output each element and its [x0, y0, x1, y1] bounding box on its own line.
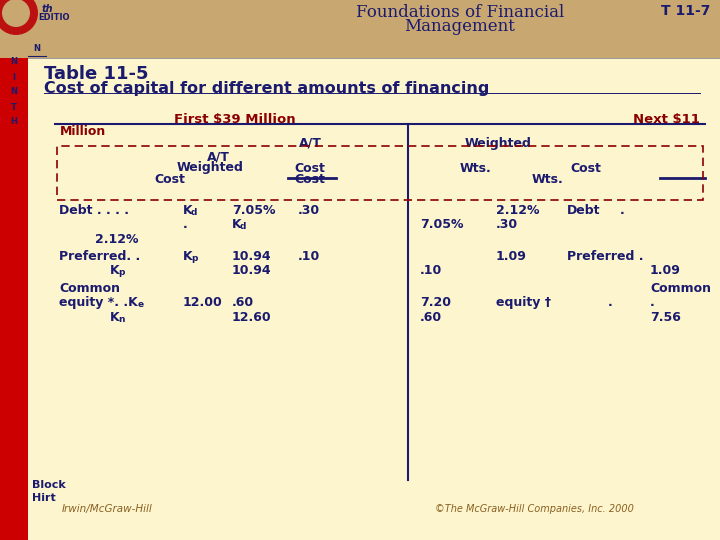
Text: d: d	[240, 222, 246, 231]
Text: 10.94: 10.94	[232, 250, 271, 263]
Bar	[0, 0, 720, 58]
Text: Weighted: Weighted	[465, 137, 532, 150]
Text: .30: .30	[298, 204, 320, 217]
Text: Wts.: Wts.	[460, 162, 492, 175]
Text: N: N	[11, 57, 17, 66]
Text: Debt: Debt	[567, 204, 600, 217]
Text: ©The McGraw-Hill Companies, Inc. 2000: ©The McGraw-Hill Companies, Inc. 2000	[435, 504, 634, 514]
Circle shape	[0, 0, 38, 35]
Text: Cost of capital for different amounts of financing: Cost of capital for different amounts of…	[44, 81, 490, 96]
Circle shape	[0, 0, 42, 39]
Text: Cost: Cost	[155, 173, 186, 186]
Text: 1.09: 1.09	[650, 264, 681, 277]
Text: .30: .30	[496, 218, 518, 231]
Text: I: I	[12, 72, 16, 82]
Text: T: T	[11, 103, 17, 111]
Text: T 11-7: T 11-7	[661, 4, 710, 18]
Text: .10: .10	[420, 264, 442, 277]
Text: EDITIO: EDITIO	[38, 13, 70, 22]
Text: .60: .60	[232, 296, 254, 309]
Text: 2.12%: 2.12%	[95, 233, 138, 246]
Text: A/T: A/T	[299, 137, 321, 150]
Text: Table 11-5: Table 11-5	[44, 65, 148, 83]
Text: 10.94: 10.94	[232, 264, 271, 277]
Text: p: p	[191, 254, 197, 263]
Text: Foundations of Financial: Foundations of Financial	[356, 4, 564, 21]
Text: .: .	[620, 204, 625, 217]
Text: equity †: equity †	[496, 296, 551, 309]
Text: First $39 Million: First $39 Million	[174, 113, 296, 126]
Text: 1.09: 1.09	[496, 250, 527, 263]
Text: Common: Common	[650, 282, 711, 295]
Text: .60: .60	[420, 311, 442, 324]
Text: K: K	[232, 218, 242, 231]
Text: Irwin/McGraw-Hill: Irwin/McGraw-Hill	[62, 504, 153, 514]
Text: K: K	[183, 204, 193, 217]
Text: .: .	[183, 218, 188, 231]
Text: Management: Management	[405, 18, 516, 35]
Text: N: N	[11, 87, 17, 97]
Text: .: .	[608, 296, 613, 309]
Text: N: N	[34, 44, 40, 53]
Text: e: e	[138, 300, 144, 309]
Text: n: n	[118, 315, 125, 324]
Text: 7.05%: 7.05%	[420, 218, 464, 231]
Text: 7.20: 7.20	[420, 296, 451, 309]
Text: Common: Common	[59, 282, 120, 295]
Text: Cost: Cost	[294, 162, 325, 175]
Text: Preferred. .: Preferred. .	[59, 250, 140, 263]
Text: Debt . . . .: Debt . . . .	[59, 204, 129, 217]
Text: Preferred .: Preferred .	[567, 250, 644, 263]
Text: p: p	[118, 268, 125, 277]
Text: 2.12%: 2.12%	[496, 204, 539, 217]
Text: K: K	[110, 311, 120, 324]
Text: 12.00: 12.00	[183, 296, 222, 309]
Text: Hirt: Hirt	[32, 493, 55, 503]
Bar	[0, 58, 28, 540]
Text: d: d	[191, 208, 197, 217]
Text: H: H	[11, 118, 17, 126]
Text: Block: Block	[32, 480, 66, 490]
Text: 7.56: 7.56	[650, 311, 681, 324]
Text: Million: Million	[60, 125, 107, 138]
Text: .: .	[650, 296, 654, 309]
Text: K: K	[110, 264, 120, 277]
Text: 7.05%: 7.05%	[232, 204, 276, 217]
Text: Weighted: Weighted	[176, 161, 243, 174]
Text: 12.60: 12.60	[232, 311, 271, 324]
Text: Cost: Cost	[294, 173, 325, 186]
Text: .10: .10	[298, 250, 320, 263]
Text: Wts.: Wts.	[532, 173, 564, 186]
Text: Next $11: Next $11	[633, 113, 700, 126]
Text: A/T: A/T	[207, 150, 230, 163]
Text: th: th	[42, 4, 53, 14]
Text: K: K	[183, 250, 193, 263]
Text: Cost: Cost	[570, 162, 601, 175]
Circle shape	[2, 0, 30, 27]
Text: equity *. .K: equity *. .K	[59, 296, 138, 309]
